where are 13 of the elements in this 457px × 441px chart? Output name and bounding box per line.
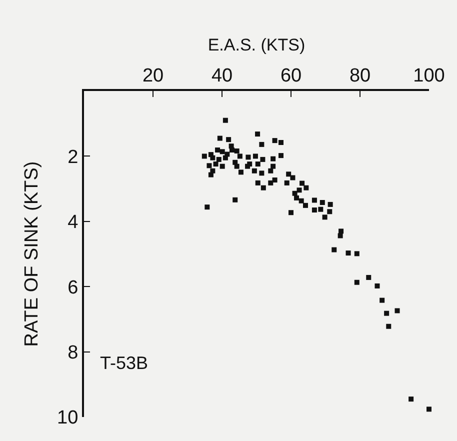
y-tick-label: 10 bbox=[57, 408, 78, 429]
x-tick-label: 100 bbox=[413, 65, 445, 86]
y-tick-label: 6 bbox=[68, 277, 78, 298]
x-axis-title: E.A.S. (KTS) bbox=[208, 35, 306, 54]
y-tick-label: 8 bbox=[68, 342, 78, 364]
y-tick-label: 4 bbox=[68, 212, 79, 234]
y-tick-label: 2 bbox=[68, 146, 78, 168]
x-tick-label: 80 bbox=[349, 65, 371, 86]
annotation: T-53B bbox=[100, 353, 148, 373]
x-tick-label: 40 bbox=[211, 65, 233, 86]
x-tick-label: 20 bbox=[142, 65, 164, 86]
y-axis-title: RATE OF SINK (KTS) bbox=[21, 161, 42, 347]
x-tick-label: 60 bbox=[280, 65, 302, 86]
